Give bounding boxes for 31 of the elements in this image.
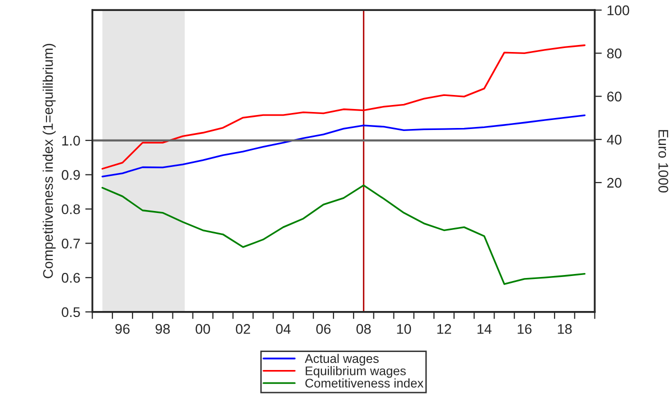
- y-axis-title: Competitiveness index (1=equilibrium): [42, 44, 56, 278]
- y-tick-label: 0.7: [62, 238, 80, 248]
- x-tick-label: 00: [196, 324, 210, 334]
- legend-label: Equilibrium wages: [306, 366, 406, 378]
- line-series: [102, 184, 586, 285]
- line-series: [102, 114, 586, 178]
- y2-tick-label: 80: [607, 48, 622, 58]
- x-tick-label: 04: [276, 324, 291, 334]
- x-tick-label: 02: [236, 324, 250, 334]
- x-tick-label: 12: [437, 324, 452, 334]
- x-tick-label: 06: [316, 324, 331, 334]
- legend-label: Actual wages: [304, 354, 379, 366]
- line-series: [102, 44, 586, 170]
- y2-axis-title: Euro 1000: [658, 130, 668, 192]
- y-tick-label: 0.9: [62, 170, 80, 180]
- y2-tick-label: 100: [608, 5, 630, 16]
- x-tick-label: 08: [356, 324, 371, 334]
- x-tick-label: 18: [558, 324, 572, 334]
- y-tick-label: 0.5: [62, 307, 80, 318]
- x-tick-label: 96: [115, 324, 130, 334]
- y-tick-label: 0.8: [62, 204, 80, 214]
- y-tick-label: 0.6: [62, 272, 80, 283]
- x-tick-label: 16: [518, 324, 532, 334]
- x-tick-label: 10: [397, 324, 412, 334]
- x-tick-label: 98: [156, 324, 170, 334]
- x-tick-label: 14: [478, 324, 492, 334]
- y2-tick-label: 60: [607, 92, 622, 102]
- y2-tick-label: 20: [607, 178, 622, 188]
- y2-tick-label: 40: [606, 134, 622, 145]
- y-tick-label: 1.0: [62, 136, 80, 146]
- legend-label: Cometitiveness index: [305, 378, 424, 388]
